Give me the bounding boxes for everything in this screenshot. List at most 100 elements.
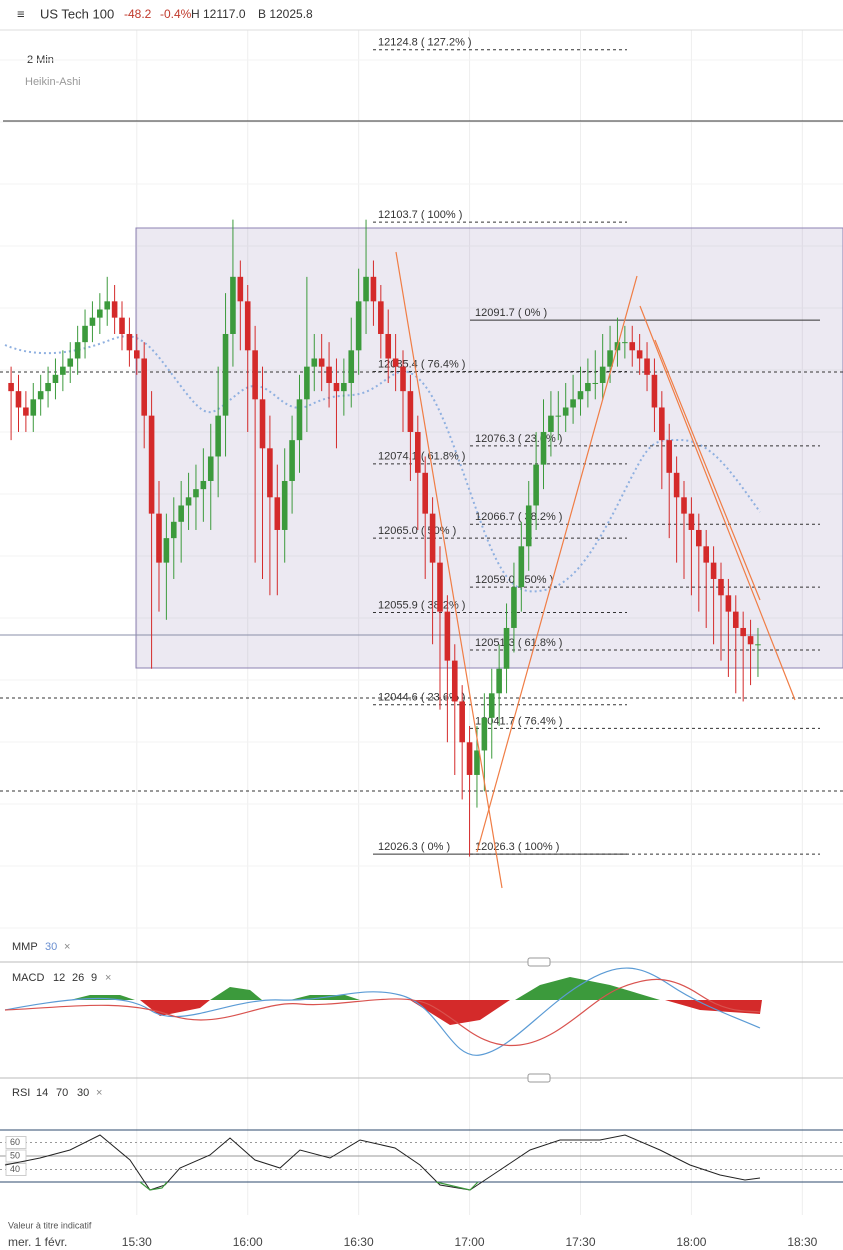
mmp-label: MMP — [12, 941, 38, 953]
candle-body — [156, 513, 162, 563]
date-label: mer. 1 févr. — [8, 1235, 67, 1249]
candle-body — [37, 391, 44, 400]
candle-body — [548, 415, 554, 432]
rsi-param: 14 — [36, 1087, 48, 1099]
fib-label: 12103.7 ( 100% ) — [378, 209, 462, 221]
candle-body — [15, 391, 22, 408]
candle-body — [119, 317, 125, 334]
fib-label: 12076.3 ( 23.6% ) — [475, 433, 562, 445]
rsi-tick-box — [5, 1136, 27, 1149]
macd-hist-up — [70, 977, 660, 1000]
macd-param: 9 — [91, 972, 97, 984]
x-tick-label: 15:30 — [122, 1235, 152, 1249]
instrument-title: US Tech 100 — [40, 6, 114, 21]
candle-body — [400, 366, 406, 392]
candle-body — [710, 562, 717, 579]
fib-label: 12065.0 ( 50% ) — [378, 525, 456, 537]
rsi-tick-label: 40 — [10, 1164, 20, 1174]
candle-body — [385, 333, 392, 359]
close-icon[interactable]: × — [64, 941, 70, 953]
candle-body — [134, 350, 140, 359]
fib-label: 12091.7 ( 0% ) — [475, 307, 547, 319]
candle-body — [311, 358, 318, 367]
panel-handle[interactable] — [527, 957, 551, 967]
macd-label: MACD — [12, 972, 44, 984]
candle-body — [222, 333, 229, 416]
rsi-line — [4, 1134, 761, 1191]
candle-body — [178, 505, 184, 522]
candle-body — [30, 399, 37, 416]
candle-body — [237, 276, 244, 302]
candle-body — [45, 382, 51, 392]
candle-body — [725, 595, 732, 612]
fib-label: 12041.7 ( 76.4% ) — [475, 715, 562, 727]
candle-body — [267, 448, 273, 498]
candle-body — [429, 513, 436, 563]
candle-body — [67, 358, 74, 367]
close-icon[interactable]: × — [96, 1087, 102, 1099]
candle-body — [681, 497, 687, 514]
candle-body — [8, 382, 14, 392]
candle-body — [577, 391, 584, 400]
candle-body — [370, 276, 377, 302]
fib-label: 12055.9 ( 38.2% ) — [378, 599, 465, 611]
panel-handle[interactable] — [527, 1073, 551, 1083]
candle-body — [355, 301, 362, 351]
moving-average — [4, 335, 761, 593]
macd-param: 26 — [72, 972, 84, 984]
candle-body — [659, 407, 665, 441]
change: -48.2 — [124, 7, 152, 21]
menu-icon[interactable]: ≡ — [17, 6, 25, 21]
x-tick-label: 16:00 — [233, 1235, 263, 1249]
candle-body — [23, 407, 29, 416]
x-tick-label: 17:30 — [565, 1235, 595, 1249]
trend-line — [654, 339, 761, 601]
candle-body — [422, 472, 428, 514]
candle-body — [244, 301, 251, 351]
x-tick-label: 18:00 — [676, 1235, 706, 1249]
candle-body — [415, 431, 421, 473]
candle-body — [533, 464, 539, 506]
rsi-param: 70 — [56, 1087, 68, 1099]
candle-body — [518, 546, 525, 588]
fib-label: 12085.4 ( 76.4% ) — [378, 358, 465, 370]
candle-body — [82, 325, 88, 343]
candle-body — [259, 399, 266, 449]
candle-body — [466, 742, 473, 775]
trend-line — [476, 275, 638, 853]
candle-body — [193, 489, 199, 498]
change-pct: -0.4% — [160, 7, 192, 21]
candle-body — [511, 587, 517, 628]
candle-body — [407, 391, 414, 432]
candle-body — [599, 366, 606, 383]
candle-body — [644, 358, 650, 375]
candle-body — [437, 562, 443, 612]
candle-body — [629, 342, 636, 351]
candle-body — [304, 366, 310, 400]
candle-body — [444, 611, 451, 661]
candle-body — [104, 301, 111, 310]
candle-body — [540, 431, 547, 465]
candle-body — [666, 440, 673, 473]
close-icon[interactable]: × — [105, 972, 111, 984]
candle-body — [326, 366, 332, 383]
candle-body — [363, 276, 369, 302]
candle-body — [141, 358, 147, 416]
candle-body — [333, 382, 340, 392]
candle-body — [126, 333, 133, 351]
candle-body — [673, 472, 680, 498]
mmp-param: 30 — [45, 941, 57, 953]
rsi-label: RSI — [12, 1087, 30, 1099]
x-tick-label: 16:30 — [344, 1235, 374, 1249]
candle-body — [200, 480, 207, 490]
candle-body — [607, 350, 613, 367]
macd-param: 12 — [53, 972, 65, 984]
candle-body — [481, 717, 488, 751]
rsi-tick-label: 50 — [10, 1150, 20, 1160]
candle-body — [52, 374, 59, 383]
candle-body — [148, 415, 155, 514]
candle-body — [392, 358, 399, 367]
candle-body — [696, 529, 702, 547]
candle-body — [740, 627, 746, 637]
